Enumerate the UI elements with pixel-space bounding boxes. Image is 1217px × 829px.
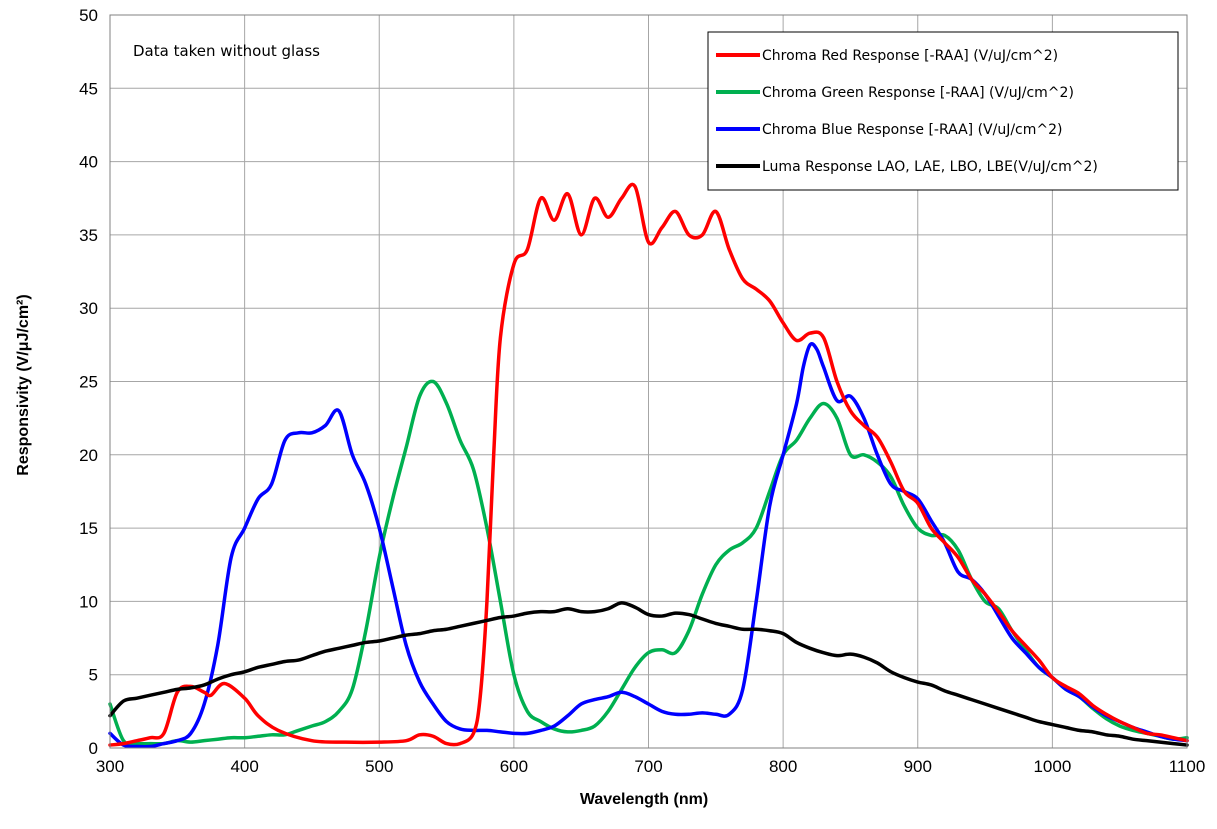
legend-label-1: Chroma Green Response [-RAA] (V/uJ/cm^2) bbox=[762, 85, 1074, 101]
x-tick-label: 800 bbox=[769, 757, 797, 776]
x-tick-label: 900 bbox=[904, 757, 932, 776]
y-tick-label: 40 bbox=[79, 153, 98, 172]
y-tick-label: 20 bbox=[79, 446, 98, 465]
x-tick-labels: 300 400 500 600 700 800 900 1000 1100 bbox=[96, 757, 1205, 776]
x-tick-label: 300 bbox=[96, 757, 124, 776]
x-axis-title: Wavelength (nm) bbox=[580, 791, 708, 808]
y-tick-label: 15 bbox=[79, 519, 98, 538]
y-tick-label: 30 bbox=[79, 299, 98, 318]
x-tick-label: 500 bbox=[365, 757, 393, 776]
x-tick-label: 1000 bbox=[1033, 757, 1071, 776]
y-axis-title: Responsivity (V/μJ/cm²) bbox=[15, 294, 32, 475]
x-tick-label: 600 bbox=[500, 757, 528, 776]
legend: Chroma Red Response [-RAA] (V/uJ/cm^2) Ch… bbox=[707, 31, 1179, 191]
legend-label-0: Chroma Red Response [-RAA] (V/uJ/cm^2) bbox=[762, 48, 1058, 64]
legend-box bbox=[707, 31, 1179, 191]
series-lines bbox=[108, 182, 1189, 749]
x-tick-label: 400 bbox=[230, 757, 258, 776]
legend-label-2: Chroma Blue Response [-RAA] (V/uJ/cm^2) bbox=[762, 122, 1063, 138]
y-tick-label: 25 bbox=[79, 373, 98, 392]
y-tick-label: 10 bbox=[79, 592, 98, 611]
y-tick-labels: 0 5 10 15 20 25 30 35 40 45 50 bbox=[79, 6, 98, 758]
y-tick-label: 50 bbox=[79, 6, 98, 25]
x-tick-label: 1100 bbox=[1169, 757, 1206, 776]
chart-annotation: Data taken without glass bbox=[133, 42, 320, 60]
x-tick-label: 700 bbox=[634, 757, 662, 776]
plot-border bbox=[109, 14, 1188, 749]
y-tick-label: 45 bbox=[79, 79, 98, 98]
series-line-0 bbox=[108, 182, 1189, 747]
y-tick-label: 35 bbox=[79, 226, 98, 245]
series-line-3 bbox=[108, 601, 1189, 747]
legend-label-3: Luma Response LAO, LAE, LBO, LBE(V/uJ/cm… bbox=[762, 159, 1098, 175]
series-line-2 bbox=[108, 342, 1189, 749]
y-tick-label: 0 bbox=[89, 739, 98, 758]
y-tick-label: 5 bbox=[89, 666, 98, 685]
